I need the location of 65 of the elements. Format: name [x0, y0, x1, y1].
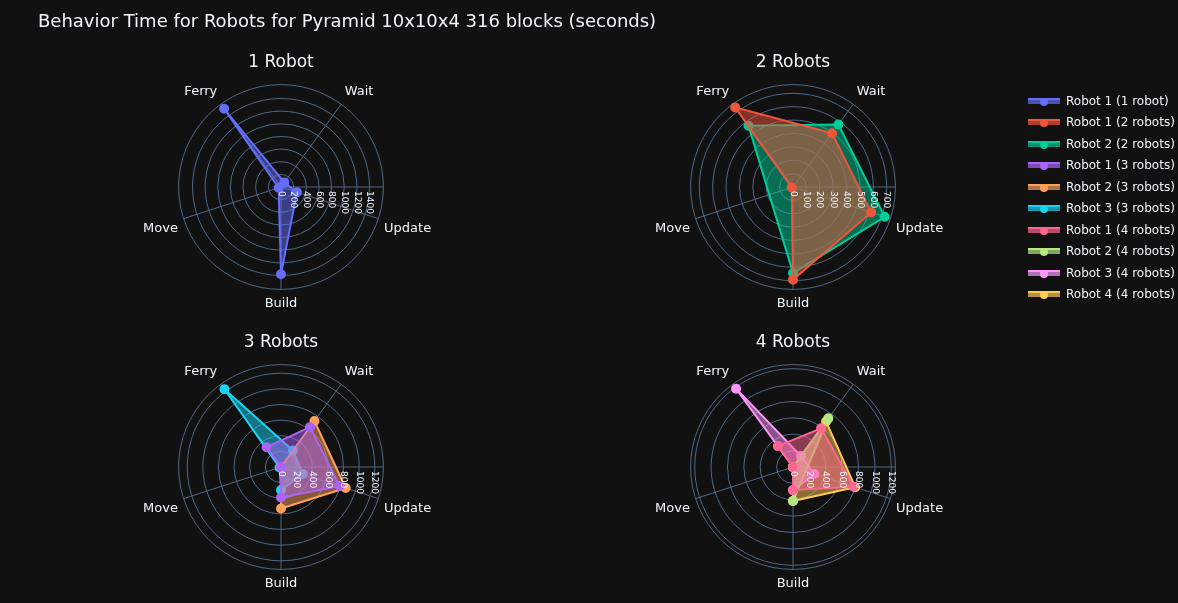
spoke-label: Move	[143, 499, 178, 515]
text: 4 Robots	[755, 330, 831, 351]
spoke-label: Ferry	[696, 362, 730, 378]
y-tick-label: 400	[307, 471, 318, 489]
y-tick-label: 800	[854, 471, 865, 489]
legend-label: Robot 3 (3 robots)	[1066, 201, 1175, 216]
y-tick-label: 800	[339, 471, 350, 489]
legend-label: Robot 2 (3 robots)	[1066, 179, 1175, 194]
y-tick-label: 500	[855, 191, 866, 209]
y-tick-label: 1200	[886, 471, 897, 495]
legend-label: Robot 1 (3 robots)	[1066, 158, 1175, 173]
legend-label: Robot 1 (4 robots)	[1066, 222, 1175, 237]
spoke-label: Update	[896, 219, 944, 235]
y-tick-label: 300	[828, 191, 839, 209]
y-tick-label: 100	[802, 191, 813, 209]
spoke-label: Move	[655, 499, 690, 515]
spoke-label: Ferry	[184, 82, 218, 98]
y-tick-label: 200	[289, 191, 300, 209]
spoke-label: Build	[776, 574, 810, 590]
y-tick-label: 1000	[870, 471, 881, 495]
spoke-label: Update	[384, 499, 432, 515]
spoke-label: Build	[776, 294, 810, 310]
y-tick-label: 0	[788, 471, 799, 477]
y-tick-label: 400	[301, 191, 312, 209]
spoke-label: Wait	[856, 82, 886, 98]
y-tick-label: 1000	[354, 471, 365, 495]
legend-label: Robot 1 (1 robot)	[1066, 93, 1169, 108]
spoke-label: Move	[655, 219, 690, 235]
y-tick-label: 600	[868, 191, 879, 209]
legend-label: Robot 2 (2 robots)	[1066, 136, 1175, 151]
spoke-label: Update	[896, 499, 944, 515]
y-tick-label: 0	[276, 191, 287, 197]
spoke-label: Update	[384, 219, 432, 235]
y-tick-label: 1000	[339, 191, 350, 215]
y-tick-label: 200	[805, 471, 816, 489]
y-tick-label: 0	[276, 471, 287, 477]
legend-label: Robot 4 (4 robots)	[1066, 287, 1175, 302]
y-tick-label: 200	[292, 471, 303, 489]
legend-label: Robot 3 (4 robots)	[1066, 265, 1175, 280]
y-tick-label: 1200	[370, 471, 381, 495]
text: 3 Robots	[243, 330, 319, 351]
text: Behavior Time for Robots for Pyramid 10x10x4 316 blocks (seconds)	[38, 10, 657, 31]
spoke-label: Build	[264, 574, 298, 590]
spoke-label: Wait	[856, 362, 886, 378]
y-tick-label: 800	[327, 191, 338, 209]
spoke-label: Build	[264, 294, 298, 310]
y-tick-label: 600	[323, 471, 334, 489]
legend-label: Robot 1 (2 robots)	[1066, 115, 1175, 130]
y-tick-label: 600	[314, 191, 325, 209]
y-tick-label: 200	[815, 191, 826, 209]
y-tick-label: 700	[882, 191, 893, 209]
spoke-label: Ferry	[696, 82, 730, 98]
spoke-label: Wait	[344, 82, 374, 98]
y-tick-label: 0	[788, 191, 799, 197]
chart-title: 2 Robots	[755, 50, 831, 71]
spoke-label: Wait	[344, 362, 374, 378]
chart-title: 1 Robot	[248, 50, 315, 71]
y-tick-label: 400	[842, 191, 853, 209]
y-tick-label: 600	[837, 471, 848, 489]
y-tick-label: 1200	[352, 191, 363, 215]
legend-label: Robot 2 (4 robots)	[1066, 244, 1175, 259]
y-tick-label: 1400	[365, 191, 376, 215]
spoke-label: Move	[143, 219, 178, 235]
spoke-label: Ferry	[184, 362, 218, 378]
y-tick-label: 400	[821, 471, 832, 489]
